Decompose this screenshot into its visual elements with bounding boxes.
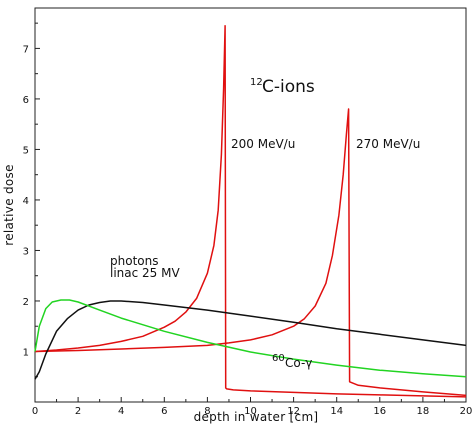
series-group — [34, 24, 467, 398]
y-tick-label: 2 — [23, 297, 29, 308]
y-tick-label: 5 — [23, 145, 29, 156]
title-mass-number: 12 — [250, 77, 263, 88]
x-axis: 0 2 4 6 8 10 12 14 16 18 20 — [32, 397, 472, 417]
x-tick-label: 2 — [75, 406, 81, 417]
y-axis-label: relative dose — [2, 164, 16, 246]
cobalt-mass-number: 60 — [272, 353, 285, 364]
x-tick-label: 16 — [373, 406, 386, 417]
cobalt-label: Co-γ — [285, 356, 312, 370]
cobalt-annotation: 60 Co-γ — [272, 353, 312, 370]
label-270-mev: 270 MeV/u — [356, 137, 420, 151]
x-tick-label: 14 — [330, 406, 343, 417]
x-tick-label: 12 — [287, 406, 300, 417]
x-tick-label: 10 — [244, 406, 257, 417]
series-line-3 — [34, 300, 467, 380]
title-annotation: 12 C-ions — [250, 77, 315, 97]
series-line-2 — [34, 108, 467, 397]
y-tick-label: 1 — [23, 347, 29, 358]
x-tick-label: 4 — [118, 406, 124, 417]
x-tick-label: 18 — [417, 406, 430, 417]
x-tick-label: 8 — [204, 406, 210, 417]
x-tick-label: 20 — [460, 406, 472, 417]
label-photons: photons — [110, 254, 158, 268]
series-line-1 — [34, 24, 467, 398]
x-tick-label: 0 — [32, 406, 38, 417]
label-linac: linac 25 MV — [110, 266, 180, 280]
y-tick-label: 6 — [23, 95, 29, 106]
y-axis: 1 2 3 4 5 6 7 — [23, 22, 40, 378]
x-tick-label: 6 — [161, 406, 167, 417]
y-tick-label: 7 — [23, 44, 29, 55]
plot-frame — [34, 7, 467, 403]
y-tick-label: 3 — [23, 246, 29, 257]
title-ion-name: C-ions — [262, 77, 315, 97]
y-tick-label: 4 — [23, 196, 29, 207]
label-200-mev: 200 MeV/u — [231, 137, 295, 151]
series-line-4 — [34, 299, 467, 378]
x-axis-label: depth in water [cm] — [194, 410, 319, 424]
